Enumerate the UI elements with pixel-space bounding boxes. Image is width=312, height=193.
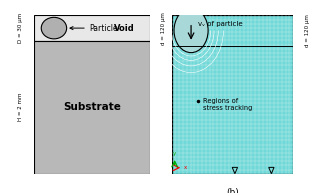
Text: H = 2 mm: H = 2 mm xyxy=(18,93,23,121)
Text: y: y xyxy=(173,151,176,156)
Text: d = 120 μm: d = 120 μm xyxy=(305,14,310,47)
Text: x: x xyxy=(184,165,187,170)
Circle shape xyxy=(174,8,208,53)
Text: D = 30 μm: D = 30 μm xyxy=(18,13,23,43)
Text: Void: Void xyxy=(114,24,135,33)
Text: Particle: Particle xyxy=(70,24,118,33)
Bar xyxy=(34,41,150,174)
Text: Substrate: Substrate xyxy=(63,102,121,112)
Bar xyxy=(34,15,150,41)
Text: d = 120 μm: d = 120 μm xyxy=(161,12,166,45)
Text: (b): (b) xyxy=(226,188,239,193)
Text: Regions of
stress tracking: Regions of stress tracking xyxy=(203,98,253,111)
Ellipse shape xyxy=(41,17,67,39)
Text: vᵥ of particle: vᵥ of particle xyxy=(198,21,243,27)
